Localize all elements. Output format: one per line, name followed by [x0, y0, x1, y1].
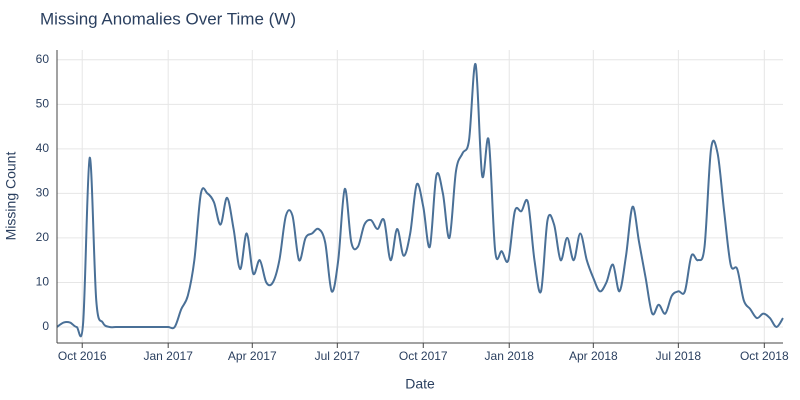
x-tick-label: Jan 2017 [143, 349, 193, 363]
x-tick-label: Oct 2017 [399, 349, 448, 363]
y-tick-label: 10 [36, 275, 50, 289]
chart-title: Missing Anomalies Over Time (W) [40, 9, 296, 28]
y-tick-label: 0 [42, 319, 49, 333]
y-axis-label: Missing Count [3, 152, 19, 241]
y-tick-label: 40 [36, 141, 50, 155]
x-tick-label: Oct 2016 [58, 349, 107, 363]
y-tick-label: 30 [36, 186, 50, 200]
x-tick-label: Apr 2018 [569, 349, 618, 363]
x-tick-label: Jul 2017 [315, 349, 361, 363]
x-tick-label: Oct 2018 [740, 349, 789, 363]
y-tick-label: 60 [36, 52, 50, 66]
data-line [56, 63, 784, 338]
y-tick-label: 20 [36, 230, 50, 244]
x-tick-label: Apr 2017 [228, 349, 277, 363]
x-tick-label: Jul 2018 [656, 349, 702, 363]
x-tick-label: Jan 2018 [485, 349, 535, 363]
x-axis-label: Date [405, 376, 435, 392]
y-tick-label: 50 [36, 96, 50, 110]
